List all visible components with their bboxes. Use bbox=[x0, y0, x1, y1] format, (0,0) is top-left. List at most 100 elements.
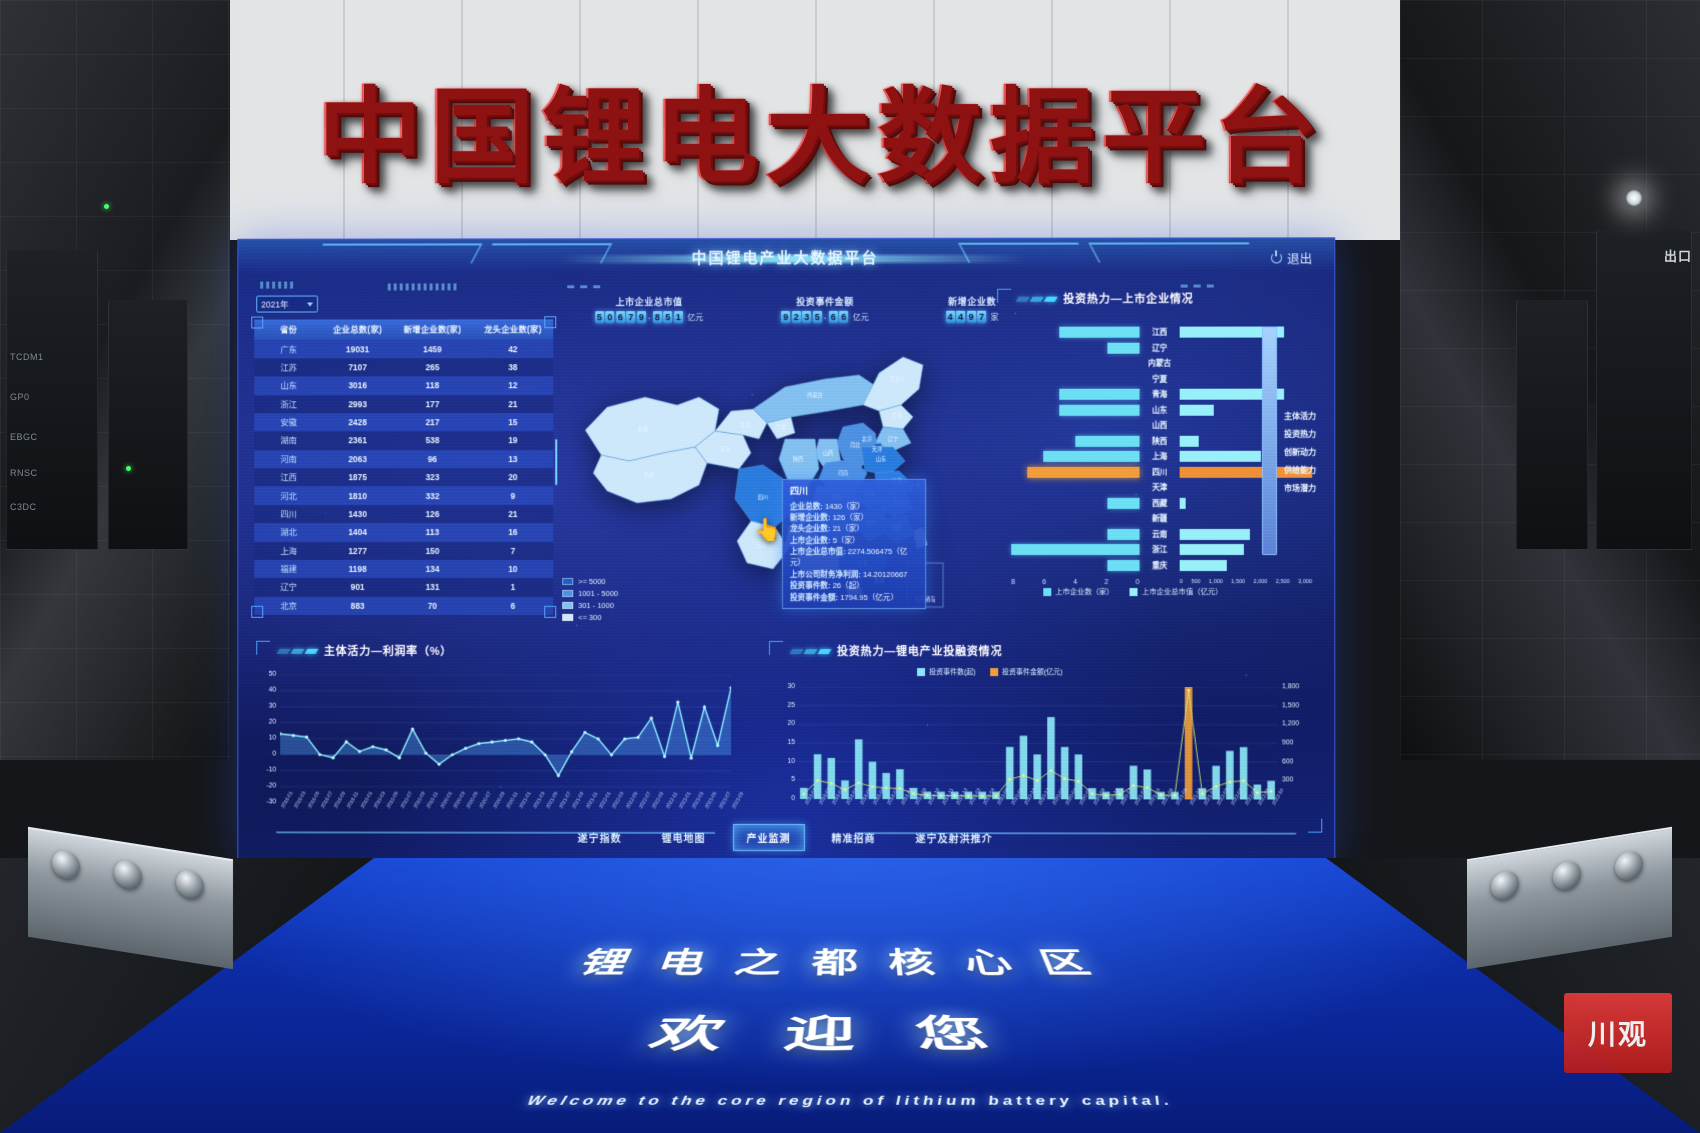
table-cell: 217 bbox=[425, 417, 440, 428]
province-table[interactable]: 省份 企业总数(家) 新增企业数(家) 龙头企业数(家) 广东 19031 1459 42 江… bbox=[251, 316, 558, 618]
bottom-navigation[interactable]: 遂宁指数 锂电地图 产业监测 精准招商 遂宁及射洪推介 bbox=[238, 819, 1334, 854]
table-row[interactable]: 四川 1430 126 21 bbox=[254, 504, 554, 524]
table-cell: 177 bbox=[425, 398, 440, 409]
vitality-label: 创新动力 bbox=[1284, 447, 1317, 457]
bar-left-track bbox=[1011, 451, 1140, 463]
table-cell: 河南 bbox=[280, 454, 297, 465]
legend-swatch bbox=[989, 668, 998, 677]
nav-item-产业监测[interactable]: 产业监测 bbox=[732, 823, 805, 851]
server-rack-right-2 bbox=[1516, 300, 1588, 550]
nav-items[interactable]: 遂宁指数 锂电地图 产业监测 精准招商 遂宁及射洪推介 bbox=[565, 823, 1006, 851]
table-cell: 42 bbox=[508, 343, 518, 354]
nav-item-锂电地图[interactable]: 锂电地图 bbox=[661, 833, 706, 845]
tooltip-value: 1430（家） bbox=[825, 501, 865, 511]
corner-bracket bbox=[769, 640, 784, 655]
legend-label: 投资事件数(起) bbox=[929, 669, 976, 677]
legend-label: <= 300 bbox=[578, 612, 602, 622]
floor-headline: 锂电之都核心区 bbox=[573, 946, 1127, 979]
corner-bracket bbox=[997, 288, 1012, 303]
logout-label: 退出 bbox=[1287, 252, 1313, 267]
table-cell: 15 bbox=[508, 417, 518, 428]
logout-button[interactable]: 退出 bbox=[1270, 248, 1313, 267]
kpi-decimal-point: . bbox=[823, 310, 827, 322]
nav-item-精准招商[interactable]: 精准招商 bbox=[831, 833, 876, 845]
server-label: C3DC bbox=[10, 502, 37, 512]
table-row[interactable]: 上海 1277 150 7 bbox=[254, 541, 554, 560]
bar-listed-count bbox=[1075, 435, 1140, 447]
legend-item: 上市企业总市值（亿元） bbox=[1129, 587, 1222, 597]
desk-knob bbox=[1615, 849, 1643, 882]
china-choropleth-map[interactable]: 新疆西藏青海甘肃内蒙古黑龙江吉林辽宁北京天津河北山西陕西宁夏四川重庆云南贵州广西… bbox=[567, 335, 987, 625]
decor-dots bbox=[260, 281, 294, 289]
corner-bracket bbox=[256, 640, 271, 655]
axis-tick: 300 bbox=[1282, 776, 1294, 784]
table-row[interactable]: 浙江 2993 177 21 bbox=[254, 394, 554, 414]
table-cell: 1430 bbox=[348, 509, 367, 519]
table-row[interactable]: 安徽 2428 217 15 bbox=[254, 413, 554, 432]
panel-title-listed: 投资热力—上市企业情况 bbox=[1015, 291, 1194, 307]
nav-item-遂宁指数[interactable]: 遂宁指数 bbox=[577, 833, 622, 845]
nav-item-遂宁及射洪推介[interactable]: 遂宁及射洪推介 bbox=[915, 833, 993, 845]
year-select[interactable]: 2021年 bbox=[256, 295, 318, 313]
status-led bbox=[126, 466, 131, 471]
panel-title-investment: 投资热力—锂电产业投融资情况 bbox=[789, 643, 1002, 659]
server-label: EBGC bbox=[10, 432, 38, 442]
exit-sign: 出口 bbox=[1663, 249, 1692, 264]
table-cell: 四川 bbox=[280, 509, 297, 520]
tooltip-key: 上市企业总市值: bbox=[789, 547, 846, 557]
axis-tick: 10 bbox=[268, 734, 277, 742]
table-row[interactable]: 福建 1198 134 10 bbox=[254, 559, 554, 579]
kpi-label: 投资事件金额 bbox=[796, 296, 854, 307]
table-row[interactable]: 山东 3016 118 12 bbox=[254, 376, 554, 395]
bar-left-track bbox=[1011, 497, 1140, 509]
axis-tick: 1,800 bbox=[1282, 683, 1300, 691]
kpi-investment-amount: 投资事件金额 9 2 3 5. 6 6 亿元 bbox=[737, 295, 913, 324]
year-select-value: 2021年 bbox=[261, 299, 289, 310]
kpi-digit: 0 bbox=[605, 311, 615, 324]
table-row[interactable]: 河南 2063 96 13 bbox=[254, 449, 554, 469]
table-row[interactable]: 湖南 2361 538 19 bbox=[254, 431, 554, 450]
bar-listed-count bbox=[1027, 466, 1140, 478]
combo-right-axis: 1,800 1,500 1,200 900 600 300 bbox=[1282, 683, 1312, 799]
map-province-ningxia bbox=[766, 416, 796, 440]
table-cell: 2993 bbox=[348, 398, 367, 409]
floor-welcome: 欢迎您 bbox=[641, 1013, 1059, 1056]
table-cell: 1810 bbox=[348, 490, 367, 501]
axis-tick: 1,500 bbox=[1282, 701, 1300, 710]
bar-left-track bbox=[1011, 373, 1139, 384]
table-column-header: 龙头企业数(家) bbox=[472, 319, 554, 340]
table-row[interactable]: 河北 1810 332 9 bbox=[254, 486, 554, 505]
tooltip-key: 企业总数: bbox=[789, 501, 823, 511]
table-scrollbar[interactable] bbox=[554, 439, 558, 486]
table-cell: 2063 bbox=[348, 453, 367, 464]
table-row[interactable]: 辽宁 901 131 1 bbox=[254, 578, 554, 597]
table-row[interactable]: 北京 883 70 6 bbox=[254, 596, 554, 615]
server-rack-left-2 bbox=[108, 300, 188, 550]
server-label: RNSC bbox=[10, 468, 38, 478]
axis-tick: 2,500 bbox=[1275, 579, 1290, 586]
table-row[interactable]: 湖北 1404 113 16 bbox=[254, 523, 554, 542]
table-cell: 131 bbox=[425, 582, 440, 593]
bar-left-track bbox=[1011, 513, 1139, 524]
slashes-icon bbox=[1015, 296, 1058, 302]
axis-tick: 500 bbox=[1191, 579, 1201, 586]
tooltip-line: 上市企业数: 5（家） bbox=[790, 535, 918, 546]
table-cell: 1875 bbox=[348, 472, 367, 483]
table-row[interactable]: 广东 19031 1459 42 bbox=[254, 339, 554, 359]
tooltip-value: 126（家） bbox=[832, 512, 869, 522]
table-cell: 38 bbox=[508, 362, 518, 373]
legend-item: 301 - 1000 bbox=[562, 601, 618, 610]
table-row[interactable]: 江苏 7107 265 38 bbox=[254, 357, 554, 377]
panel-title-text: 投资热力—上市企业情况 bbox=[1063, 293, 1194, 306]
map-label: 甘肃 bbox=[740, 421, 750, 429]
bar-listed-count bbox=[1059, 389, 1140, 401]
panel-profit-rate: 主体活力—利润率（%） 50 40 30 20 10 0 -10 -20 -30 2018-01… bbox=[254, 639, 753, 834]
table-cell: 1459 bbox=[423, 343, 442, 354]
kpi-listed-market-value: 上市企业总市值 5 0 6 7 9. 8 5 1 亿元 bbox=[559, 295, 739, 324]
dashboard-title: 中国锂电产业大数据平台 bbox=[691, 249, 879, 268]
server-rack-left bbox=[6, 250, 98, 550]
tooltip-key: 投资事件数: bbox=[789, 581, 831, 591]
table-cell: 6 bbox=[510, 600, 516, 611]
table-cell: 1198 bbox=[348, 564, 367, 575]
table-row[interactable]: 江西 1875 323 20 bbox=[254, 468, 554, 487]
